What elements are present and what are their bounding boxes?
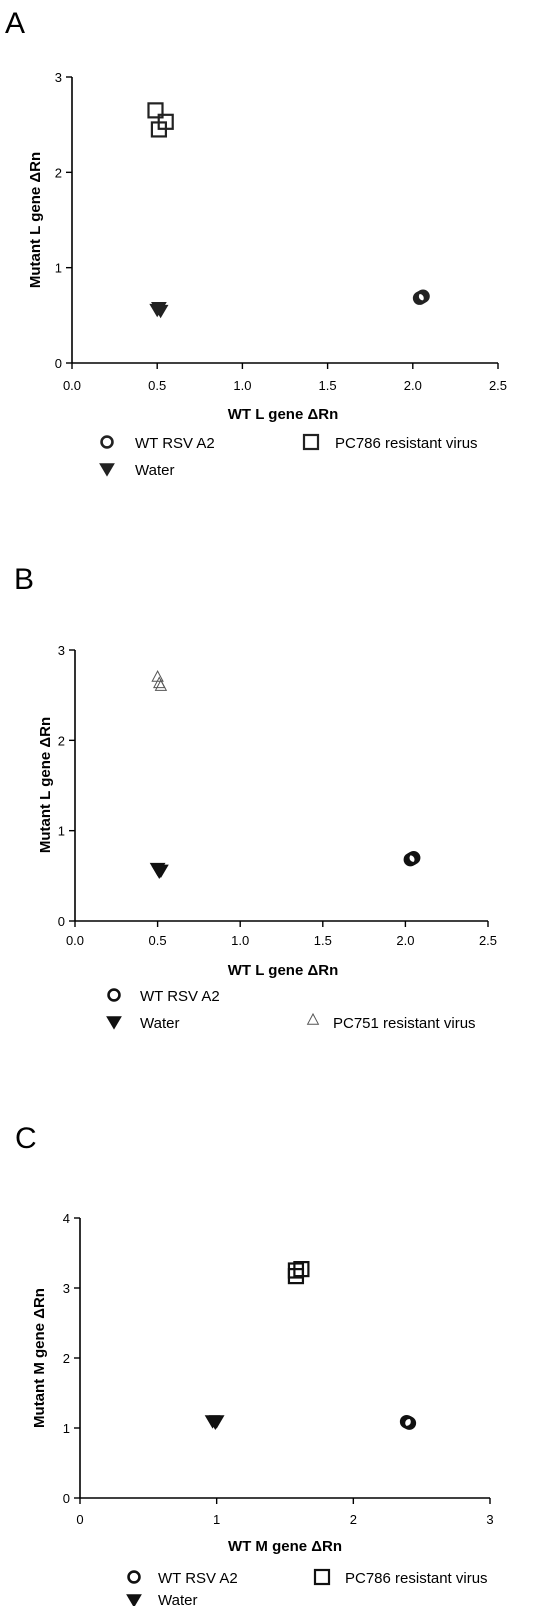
legend-marker bbox=[126, 1594, 142, 1606]
series-open-circle bbox=[403, 851, 421, 867]
x-tick-label: 1.5 bbox=[314, 933, 332, 948]
legend-marker bbox=[313, 1568, 331, 1586]
data-point bbox=[154, 679, 168, 691]
legend-marker bbox=[127, 1570, 141, 1584]
x-tick-label: 1 bbox=[213, 1512, 220, 1527]
y-tick-label: 4 bbox=[63, 1211, 70, 1226]
x-tick-label: 1.0 bbox=[233, 378, 251, 393]
series-open-circle bbox=[412, 289, 430, 305]
legend: WT RSV A2 PC786 resistant virus Water bbox=[99, 433, 478, 479]
x-tick-label: 2.0 bbox=[404, 378, 422, 393]
legend-label: WT RSV A2 bbox=[135, 435, 215, 452]
data-point bbox=[153, 864, 169, 879]
x-tick-label: 1.0 bbox=[231, 933, 249, 948]
x-tick-label: 2.5 bbox=[489, 378, 507, 393]
legend-marker bbox=[107, 988, 121, 1002]
legend-label: WT RSV A2 bbox=[158, 1570, 238, 1587]
legend: WT RSV A2 Water PC751 resistant virus bbox=[106, 988, 476, 1032]
series-open-circle bbox=[399, 1414, 417, 1430]
series-open-square bbox=[287, 1260, 310, 1285]
series-open-square bbox=[147, 102, 174, 138]
x-tick-label: 2.5 bbox=[479, 933, 497, 948]
y-axis-title: Mutant L gene ΔRn bbox=[37, 717, 54, 853]
x-tick-label: 3 bbox=[486, 1512, 493, 1527]
y-tick-label: 1 bbox=[55, 261, 62, 276]
x-tick-label: 0 bbox=[76, 1512, 83, 1527]
legend-label: PC786 resistant virus bbox=[335, 435, 478, 452]
chart-panel-a: A 0.0 0.5 1.0 1.5 2.0 2.5 0 1 2 3 WT L gene ΔRn Muta… bbox=[5, 7, 507, 479]
x-axis-title: WT M gene ΔRn bbox=[228, 1538, 342, 1555]
y-tick-label: 0 bbox=[58, 914, 65, 929]
y-axis-title: Mutant L gene ΔRn bbox=[27, 152, 44, 288]
y-tick-label: 2 bbox=[58, 733, 65, 748]
series-filled-down-triangle bbox=[149, 862, 169, 879]
x-tick-label: 1.5 bbox=[319, 378, 337, 393]
legend-marker bbox=[306, 1012, 320, 1025]
data-point bbox=[399, 1414, 414, 1429]
legend-marker bbox=[100, 435, 114, 449]
legend-marker bbox=[106, 1016, 122, 1030]
y-tick-label: 3 bbox=[63, 1281, 70, 1296]
legend-label: WT RSV A2 bbox=[140, 988, 220, 1005]
legend: WT RSV A2 PC786 resistant virus Water bbox=[126, 1568, 488, 1606]
y-tick-label: 2 bbox=[63, 1351, 70, 1366]
panel-letter: A bbox=[5, 7, 25, 40]
x-tick-label: 0.5 bbox=[149, 933, 167, 948]
data-point bbox=[208, 1415, 225, 1429]
x-axis-title: WT L gene ΔRn bbox=[228, 962, 339, 979]
series-filled-down-triangle bbox=[149, 301, 169, 319]
legend-label: PC786 resistant virus bbox=[345, 1570, 488, 1587]
y-tick-label: 3 bbox=[55, 70, 62, 85]
data-point bbox=[149, 303, 166, 318]
data-point bbox=[416, 289, 430, 304]
panel-letter: C bbox=[15, 1122, 37, 1155]
x-tick-label: 2.0 bbox=[396, 933, 414, 948]
series-open-triangle bbox=[151, 670, 168, 691]
legend-label: Water bbox=[135, 462, 174, 479]
data-point bbox=[287, 1267, 305, 1285]
y-tick-label: 1 bbox=[63, 1421, 70, 1436]
x-tick-label: 0.5 bbox=[148, 378, 166, 393]
panel-letter: B bbox=[14, 563, 34, 596]
y-tick-label: 0 bbox=[55, 356, 62, 371]
y-tick-label: 2 bbox=[55, 165, 62, 180]
x-tick-label: 0.0 bbox=[66, 933, 84, 948]
chart-panel-b: B 0.0 0.5 1.0 1.5 2.0 2.5 0 1 2 3 WT L gene ΔRn Muta… bbox=[14, 563, 497, 1032]
y-tick-label: 1 bbox=[58, 824, 65, 839]
series-filled-down-triangle bbox=[204, 1415, 225, 1431]
data-point bbox=[157, 113, 174, 130]
legend-marker bbox=[302, 433, 320, 451]
legend-label: Water bbox=[140, 1015, 179, 1032]
y-tick-label: 0 bbox=[63, 1491, 70, 1506]
x-axis-title: WT L gene ΔRn bbox=[228, 406, 339, 423]
chart-panel-c: C 0 1 2 3 0 1 2 3 4 WT M gene ΔRn Mutant M gene ΔRn… bbox=[15, 1122, 494, 1606]
y-axis-title: Mutant M gene ΔRn bbox=[31, 1288, 48, 1428]
data-point bbox=[147, 102, 164, 119]
legend-marker bbox=[99, 463, 115, 477]
data-point bbox=[403, 852, 418, 867]
x-tick-label: 2 bbox=[350, 1512, 357, 1527]
legend-label: PC751 resistant virus bbox=[333, 1015, 476, 1032]
x-tick-label: 0.0 bbox=[63, 378, 81, 393]
legend-label: Water bbox=[158, 1592, 197, 1606]
y-tick-label: 3 bbox=[58, 643, 65, 658]
